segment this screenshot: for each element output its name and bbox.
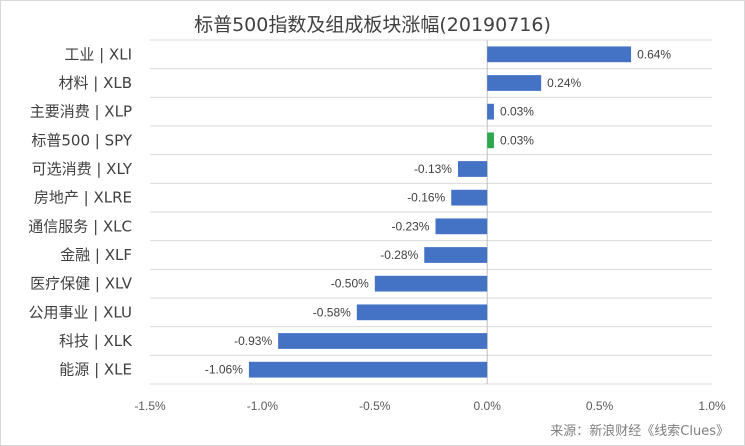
data-label: -0.58% bbox=[313, 305, 351, 319]
x-tick-label: -0.5% bbox=[359, 399, 391, 413]
category-label: 材料 | XLB bbox=[58, 74, 132, 92]
bar bbox=[487, 132, 494, 149]
bar bbox=[424, 247, 488, 263]
bar bbox=[374, 275, 488, 292]
bar bbox=[487, 46, 632, 63]
category-label: 能源 | XLE bbox=[59, 361, 132, 379]
category-label: 公用事业 | XLU bbox=[29, 303, 132, 321]
bar bbox=[435, 218, 488, 235]
data-label: 0.24% bbox=[547, 76, 581, 90]
bar bbox=[278, 333, 488, 349]
data-label: -0.13% bbox=[414, 162, 452, 176]
bar bbox=[356, 304, 488, 321]
source-note: 来源：新浪财经《线索Clues》 bbox=[550, 424, 729, 439]
x-tick-label: 0.0% bbox=[474, 399, 502, 413]
data-label: -1.06% bbox=[205, 363, 243, 377]
category-label: 可选消费 | XLY bbox=[32, 160, 133, 178]
data-label: -0.50% bbox=[331, 277, 369, 291]
bar bbox=[451, 189, 488, 206]
chart-title: 标普500指数及组成板块涨幅(20190716) bbox=[194, 14, 551, 36]
data-label: 0.03% bbox=[500, 105, 534, 119]
bar bbox=[457, 161, 488, 177]
category-label: 房地产 | XLRE bbox=[34, 189, 132, 207]
data-label: -0.16% bbox=[407, 191, 445, 205]
category-label: 科技 | XLK bbox=[59, 332, 133, 350]
x-tick-label: -1.5% bbox=[134, 399, 166, 413]
x-tick-label: -1.0% bbox=[247, 399, 279, 413]
bar bbox=[487, 103, 494, 120]
bar bbox=[248, 361, 488, 378]
data-label: -0.93% bbox=[234, 334, 272, 348]
category-label: 通信服务 | XLC bbox=[28, 217, 132, 235]
category-label: 金融 | XLF bbox=[60, 246, 132, 264]
x-tick-label: 0.5% bbox=[586, 399, 614, 413]
category-label: 医疗保健 | XLV bbox=[30, 275, 133, 293]
category-label: 工业 | XLI bbox=[64, 45, 132, 63]
data-label: 0.64% bbox=[637, 47, 671, 61]
data-label: -0.23% bbox=[391, 219, 429, 233]
category-label: 标普500 | SPY bbox=[31, 131, 132, 149]
data-label: -0.28% bbox=[380, 248, 418, 262]
bar bbox=[487, 75, 542, 91]
data-label: 0.03% bbox=[500, 133, 534, 147]
x-tick-label: 1.0% bbox=[698, 399, 726, 413]
category-label: 主要消费 | XLP bbox=[30, 103, 132, 121]
